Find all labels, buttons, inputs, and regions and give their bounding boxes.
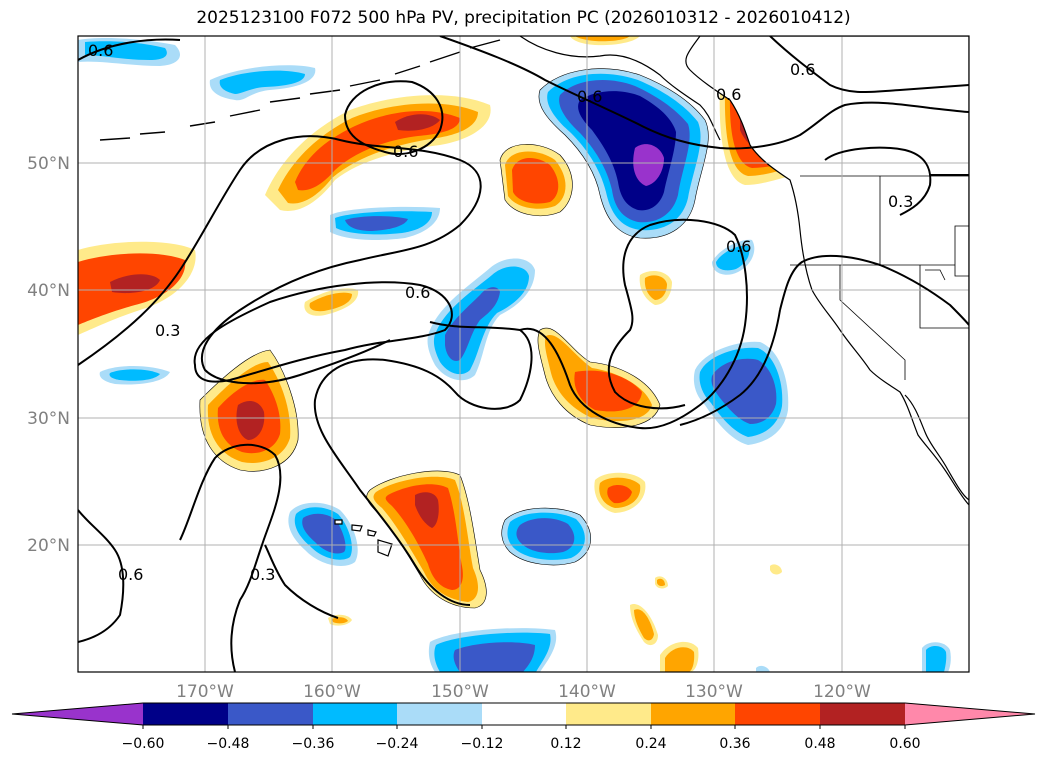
contour-label-group: 0.6 0.6 0.6 0.6 0.6 0.6 0.3 0.3 0.3 0.6 … — [88, 41, 913, 584]
contour-label: 0.6 — [393, 142, 418, 161]
gridlines — [78, 36, 969, 672]
aleutian-islands — [99, 39, 501, 141]
colorbar-segment — [313, 703, 397, 725]
contour-label: 0.6 — [726, 237, 751, 256]
hawaii-islands — [334, 519, 393, 557]
pv-contours — [78, 36, 969, 672]
colorbar-tick-label: 0.36 — [719, 736, 750, 752]
colorbar-tick-label: −0.36 — [292, 736, 335, 752]
colorbar-tick-label: 0.48 — [804, 736, 835, 752]
lat-label-40: 40°N — [27, 281, 70, 301]
precip-pos-region — [304, 288, 359, 316]
precip-neg-region — [330, 206, 440, 240]
contour-label: 0.6 — [577, 87, 602, 106]
contour-label: 0.3 — [250, 565, 275, 584]
precip-pos-region — [366, 470, 487, 608]
colorbar-segment — [820, 703, 905, 725]
contour-label: 0.3 — [155, 321, 180, 340]
precip-pos-region — [328, 36, 782, 672]
colorbar-segment — [143, 703, 228, 725]
colorbar-segment — [482, 703, 566, 725]
colorbar-segment — [566, 703, 651, 725]
precip-pos-region — [639, 270, 672, 305]
contour-label: 0.6 — [405, 283, 430, 302]
colorbar-tick-label: −0.12 — [461, 736, 504, 752]
colorbar-segment — [397, 703, 482, 725]
lon-label-120w: 120°W — [813, 682, 871, 702]
colorbar-segment — [651, 703, 735, 725]
lon-axis-labels: 170°W 160°W 150°W 140°W 130°W 120°W — [176, 682, 871, 702]
map-title: 2025123100 F072 500 hPa PV, precipitatio… — [196, 8, 851, 28]
lat-label-50: 50°N — [27, 154, 70, 174]
colorbar-tick-label: 0.12 — [550, 736, 581, 752]
precip-neg-region — [428, 628, 557, 672]
lon-label-170w: 170°W — [176, 682, 234, 702]
colorbar: −0.60 −0.48 −0.36 −0.24 −0.12 0.12 0.24 … — [11, 702, 1036, 752]
precip-pos-region — [265, 95, 491, 211]
colorbar-extend-min — [12, 703, 143, 725]
precip-neg-region — [78, 37, 180, 66]
precip-pos-region — [500, 144, 573, 216]
colorbar-tick-label: 0.24 — [635, 736, 666, 752]
lon-label-130w: 130°W — [685, 682, 743, 702]
colorbar-tick-label: −0.24 — [376, 736, 419, 752]
lat-axis-labels: 20°N 30°N 40°N 50°N — [27, 154, 70, 556]
lon-label-140w: 140°W — [558, 682, 616, 702]
precip-pos-region — [594, 472, 646, 513]
lon-label-150w: 150°W — [431, 682, 489, 702]
lat-label-30: 30°N — [27, 409, 70, 429]
contour-label: 0.6 — [790, 60, 815, 79]
precip-pos-region — [78, 241, 196, 335]
colorbar-segment — [228, 703, 313, 725]
map-frame — [77, 35, 970, 673]
contour-label: 0.6 — [118, 565, 143, 584]
precip-neg-region — [501, 508, 591, 565]
precip-neg-region — [756, 642, 951, 672]
colorbar-tick-label: −0.60 — [122, 736, 165, 752]
contour-label: 0.6 — [716, 85, 741, 104]
contour-label: 0.6 — [88, 41, 113, 60]
precip-neg-region — [538, 68, 709, 239]
lat-label-20: 20°N — [27, 536, 70, 556]
colorbar-segment — [735, 703, 820, 725]
colorbar-extend-max — [905, 703, 1035, 725]
contour-label: 0.3 — [888, 192, 913, 211]
precip-neg-region — [427, 258, 535, 381]
colorbar-tick-label: 0.60 — [889, 736, 920, 752]
precip-neg-region — [99, 366, 170, 385]
baja-coast — [904, 394, 969, 501]
lon-label-160w: 160°W — [303, 682, 361, 702]
alaska-coast — [519, 36, 721, 141]
colorbar-tick-label: −0.48 — [207, 736, 250, 752]
precip-neg-region — [209, 65, 316, 101]
